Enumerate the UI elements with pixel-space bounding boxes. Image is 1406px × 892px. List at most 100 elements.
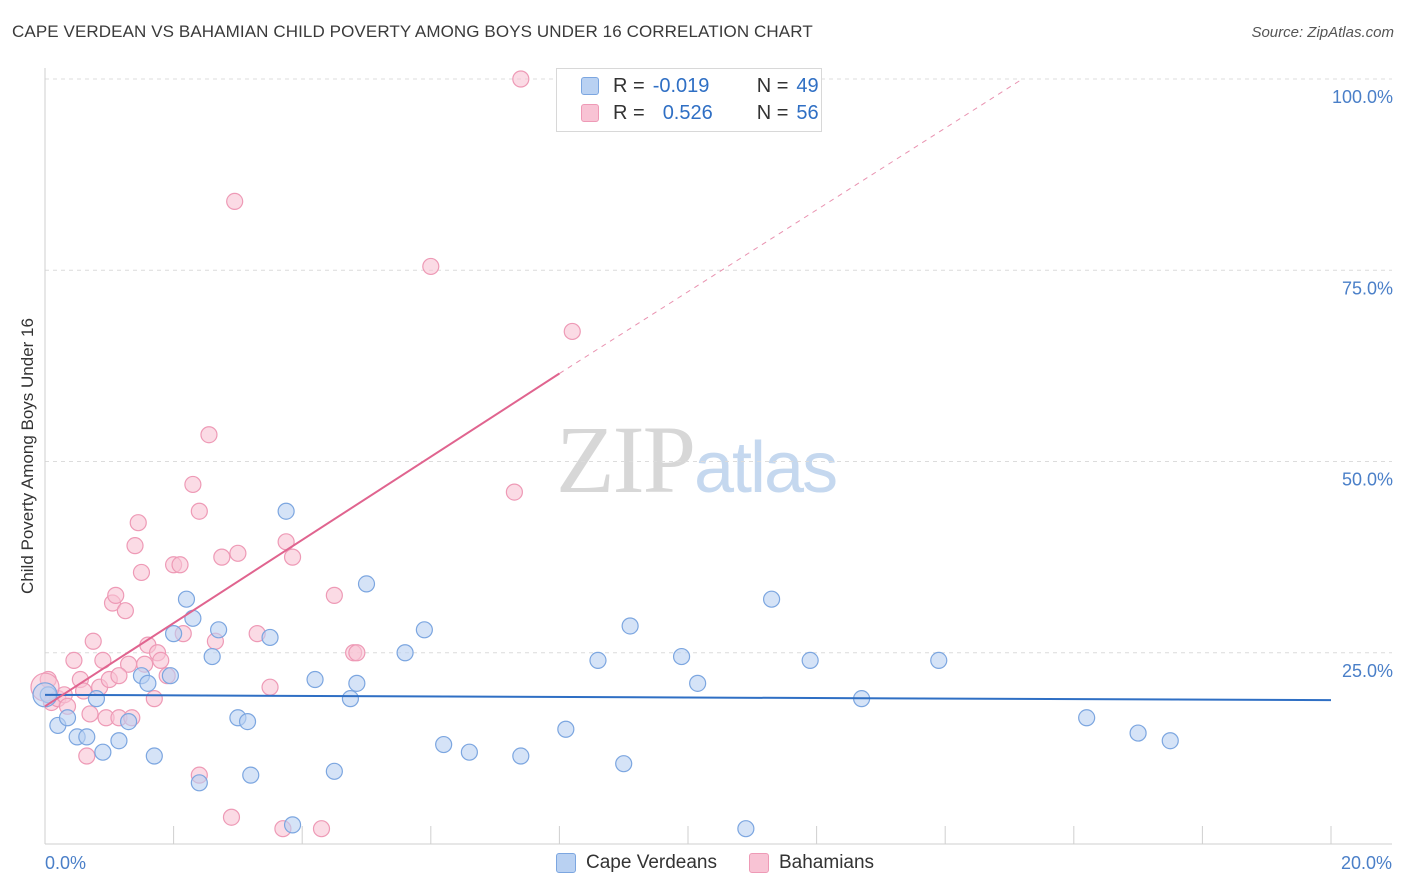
legend-n-value: 56: [796, 101, 819, 124]
bahamians-point: [226, 192, 244, 210]
cape-verdeans-point: [145, 747, 163, 765]
cape-verdeans-point: [589, 651, 607, 670]
cape-verdeans-point: [277, 502, 295, 520]
bahamians-point: [505, 483, 523, 501]
bahamians-point: [312, 820, 331, 838]
bahamians-point: [84, 632, 102, 650]
trend-lines: [44, 78, 1332, 708]
source-label: Source: ZipAtlas.com: [1251, 24, 1394, 41]
bahamians-points: [30, 70, 581, 838]
bahamians-point: [348, 644, 366, 662]
cape-verdeans-point: [203, 647, 221, 666]
y-tick-label: 100.0%: [1332, 87, 1393, 107]
axes: [44, 68, 1392, 845]
legend-n-label: N =: [756, 101, 789, 124]
bahamians-point: [261, 678, 279, 696]
legend-swatch-blue: [581, 77, 599, 95]
y-tick-label: 50.0%: [1342, 470, 1393, 490]
cape-verdeans-point: [161, 667, 179, 685]
watermark-atlas: atlas: [694, 428, 838, 508]
cape-verdeans-point: [1129, 724, 1147, 742]
cape-verdeans-point: [306, 670, 324, 689]
x-tick-label: 0.0%: [45, 853, 86, 873]
legend-r-value: 0.526: [662, 101, 713, 124]
cape-verdeans-point: [238, 712, 257, 731]
cape-verdeans-point: [1161, 732, 1179, 750]
y-tick-label: 75.0%: [1342, 278, 1393, 298]
cape-verdeans-point: [801, 651, 819, 670]
cape-verdeans-point: [737, 820, 755, 838]
cape-verdeans-point: [119, 712, 138, 731]
legend-swatch-blue: [556, 853, 576, 873]
correlation-legend: R = -0.019 N = 49 R = 0.526 N = 56: [556, 68, 822, 132]
legend-label: Bahamians: [779, 852, 875, 873]
cape-verdeans-point: [930, 651, 948, 670]
series-legend: Cape Verdeans Bahamians: [556, 852, 906, 874]
bahamians-point: [81, 705, 99, 723]
legend-swatch-pink: [749, 853, 769, 873]
y-tick-label: 25.0%: [1342, 661, 1393, 681]
cape-verdeans-point: [58, 709, 77, 727]
bahamians-point: [129, 514, 147, 532]
legend-row-cape-verdeans: R = -0.019 N = 49: [581, 74, 819, 98]
cape-verdeans-point: [415, 621, 433, 639]
cape-verdeans-point: [672, 647, 691, 666]
tick-labels: 25.0% 50.0% 75.0% 100.0% 0.0% 20.0%: [45, 87, 1393, 873]
cape-verdeans-point: [512, 747, 530, 765]
bahamians-trend-line: [44, 372, 560, 708]
cape-verdeans-point: [242, 766, 260, 784]
watermark-zip: ZIP: [556, 406, 696, 513]
bahamians-point: [325, 586, 343, 604]
cape-verdeans-point: [165, 625, 183, 643]
bahamians-point: [132, 563, 151, 582]
bahamians-point: [229, 544, 247, 562]
bahamians-point: [200, 426, 218, 444]
legend-item-bahamians: Bahamians: [749, 852, 874, 874]
cape-verdeans-point: [557, 720, 575, 738]
cape-verdeans-point: [341, 690, 360, 708]
chart-title: CAPE VERDEAN VS BAHAMIAN CHILD POVERTY A…: [12, 22, 813, 41]
bahamians-point: [171, 556, 189, 574]
bahamians-point: [65, 651, 83, 670]
cape-verdeans-points: [32, 502, 1179, 838]
cape-verdeans-point: [190, 774, 208, 792]
cape-verdeans-point: [1078, 709, 1096, 727]
cape-verdeans-point: [348, 674, 366, 692]
cape-verdeans-point: [357, 575, 376, 593]
cape-verdeans-point: [184, 609, 202, 627]
bahamians-point: [190, 502, 208, 520]
x-tick-label: 20.0%: [1341, 853, 1392, 873]
watermark: ZIPatlas: [556, 404, 838, 515]
legend-item-cape-verdeans: Cape Verdeans: [556, 852, 717, 874]
bahamians-point: [512, 70, 530, 88]
bahamians-point: [107, 586, 125, 604]
cape-verdeans-point: [177, 590, 196, 608]
bahamians-point: [283, 548, 302, 566]
cape-verdeans-trend-line: [44, 693, 1332, 702]
bahamians-point: [222, 808, 241, 826]
cape-verdeans-point: [325, 762, 343, 780]
cape-verdeans-point: [615, 755, 633, 773]
bahamians-point: [422, 257, 440, 276]
legend-row-bahamians: R = 0.526 N = 56: [581, 101, 819, 125]
cape-verdeans-point: [139, 674, 157, 692]
legend-label: Cape Verdeans: [586, 852, 717, 873]
legend-r-label: R =: [613, 101, 645, 124]
cape-verdeans-point: [87, 690, 106, 708]
cape-verdeans-point: [435, 735, 453, 754]
bahamians-point: [145, 690, 163, 708]
legend-r-label: R =: [613, 74, 645, 97]
legend-r-value: -0.019: [652, 74, 710, 97]
bahamians-point: [563, 322, 581, 341]
bahamians-point: [152, 651, 170, 670]
bahamians-point: [116, 602, 134, 620]
bahamians-point: [184, 475, 202, 494]
cape-verdeans-point: [94, 743, 112, 761]
bahamians-point: [78, 747, 96, 765]
cape-verdeans-point: [460, 743, 478, 761]
cape-verdeans-point: [283, 816, 302, 834]
cape-verdeans-point: [762, 590, 781, 608]
bahamians-point: [213, 548, 231, 566]
cape-verdeans-point: [689, 674, 707, 692]
bahamians-trend-extension: [559, 78, 1023, 374]
